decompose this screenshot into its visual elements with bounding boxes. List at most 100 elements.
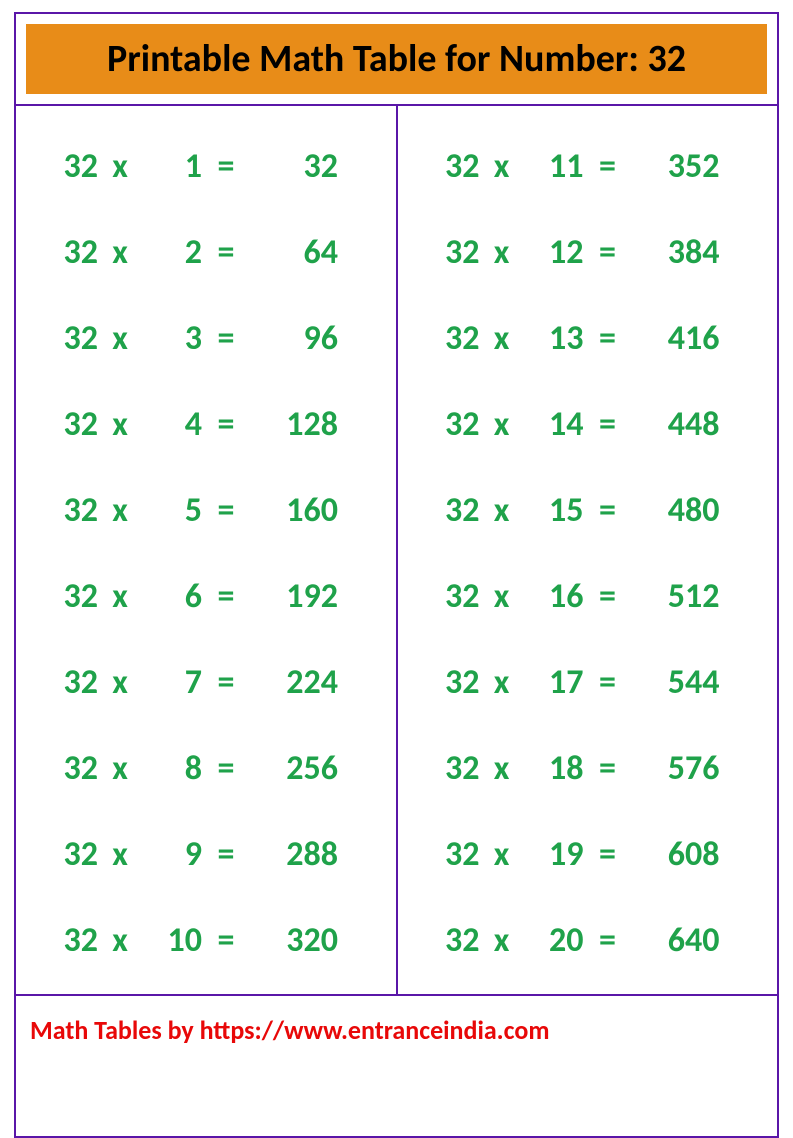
equals-symbol: = <box>202 236 250 270</box>
multiplicand: 32 <box>44 322 98 356</box>
multiplicand: 32 <box>426 150 480 184</box>
multiplier: 12 <box>524 236 584 270</box>
equals-symbol: = <box>202 322 250 356</box>
multiplicand: 32 <box>426 236 480 270</box>
table-row: 32x15=480 <box>426 494 756 528</box>
multiplier: 15 <box>524 494 584 528</box>
table-row: 32x7=224 <box>44 666 374 700</box>
equals-symbol: = <box>202 666 250 700</box>
product: 256 <box>250 752 338 786</box>
times-symbol: x <box>98 236 142 270</box>
multiplicand: 32 <box>426 580 480 614</box>
product: 288 <box>250 838 338 872</box>
times-symbol: x <box>480 580 524 614</box>
table-row: 32x11=352 <box>426 150 756 184</box>
table-row: 32x5=160 <box>44 494 374 528</box>
table-row: 32x17=544 <box>426 666 756 700</box>
table-row: 32x20=640 <box>426 924 756 958</box>
product: 480 <box>632 494 720 528</box>
multiplier: 2 <box>142 236 202 270</box>
times-symbol: x <box>98 666 142 700</box>
multiplier: 19 <box>524 838 584 872</box>
equals-symbol: = <box>584 838 632 872</box>
multiplicand: 32 <box>44 924 98 958</box>
product: 224 <box>250 666 338 700</box>
table-columns-container: 32x1=3232x2=6432x3=9632x4=12832x5=16032x… <box>16 104 777 996</box>
times-symbol: x <box>480 322 524 356</box>
product: 192 <box>250 580 338 614</box>
product: 576 <box>632 752 720 786</box>
multiplier: 1 <box>142 150 202 184</box>
multiplicand: 32 <box>44 494 98 528</box>
equals-symbol: = <box>584 322 632 356</box>
equals-symbol: = <box>202 752 250 786</box>
equals-symbol: = <box>584 236 632 270</box>
equals-symbol: = <box>584 924 632 958</box>
times-symbol: x <box>480 150 524 184</box>
times-symbol: x <box>98 580 142 614</box>
multiplier: 20 <box>524 924 584 958</box>
times-symbol: x <box>480 752 524 786</box>
times-symbol: x <box>98 408 142 442</box>
times-symbol: x <box>98 924 142 958</box>
times-symbol: x <box>98 150 142 184</box>
table-row: 32x13=416 <box>426 322 756 356</box>
product: 128 <box>250 408 338 442</box>
multiplicand: 32 <box>426 322 480 356</box>
product: 384 <box>632 236 720 270</box>
equals-symbol: = <box>584 752 632 786</box>
table-column-right: 32x11=35232x12=38432x13=41632x14=44832x1… <box>398 106 778 994</box>
multiplicand: 32 <box>426 666 480 700</box>
product: 160 <box>250 494 338 528</box>
times-symbol: x <box>98 322 142 356</box>
table-row: 32x14=448 <box>426 408 756 442</box>
times-symbol: x <box>480 408 524 442</box>
equals-symbol: = <box>202 838 250 872</box>
product: 448 <box>632 408 720 442</box>
product: 416 <box>632 322 720 356</box>
multiplicand: 32 <box>426 408 480 442</box>
multiplier: 18 <box>524 752 584 786</box>
footer-attribution: Math Tables by https://www.entranceindia… <box>16 996 777 1136</box>
table-row: 32x18=576 <box>426 752 756 786</box>
multiplicand: 32 <box>44 236 98 270</box>
table-row: 32x6=192 <box>44 580 374 614</box>
multiplier: 14 <box>524 408 584 442</box>
table-column-left: 32x1=3232x2=6432x3=9632x4=12832x5=16032x… <box>16 106 398 994</box>
table-row: 32x2=64 <box>44 236 374 270</box>
times-symbol: x <box>98 494 142 528</box>
multiplicand: 32 <box>44 838 98 872</box>
math-table-card: Printable Math Table for Number: 32 32x1… <box>14 12 779 1138</box>
table-row: 32x1=32 <box>44 150 374 184</box>
multiplier: 17 <box>524 666 584 700</box>
times-symbol: x <box>480 236 524 270</box>
equals-symbol: = <box>202 580 250 614</box>
equals-symbol: = <box>584 408 632 442</box>
multiplier: 10 <box>142 924 202 958</box>
product: 96 <box>250 322 338 356</box>
equals-symbol: = <box>202 408 250 442</box>
times-symbol: x <box>480 494 524 528</box>
equals-symbol: = <box>202 494 250 528</box>
product: 352 <box>632 150 720 184</box>
multiplicand: 32 <box>426 752 480 786</box>
equals-symbol: = <box>584 494 632 528</box>
times-symbol: x <box>480 666 524 700</box>
product: 512 <box>632 580 720 614</box>
equals-symbol: = <box>584 150 632 184</box>
table-row: 32x16=512 <box>426 580 756 614</box>
equals-symbol: = <box>202 924 250 958</box>
multiplier: 9 <box>142 838 202 872</box>
multiplier: 16 <box>524 580 584 614</box>
product: 608 <box>632 838 720 872</box>
multiplier: 7 <box>142 666 202 700</box>
multiplicand: 32 <box>426 924 480 958</box>
product: 320 <box>250 924 338 958</box>
multiplicand: 32 <box>44 408 98 442</box>
product: 64 <box>250 236 338 270</box>
times-symbol: x <box>480 924 524 958</box>
multiplicand: 32 <box>426 494 480 528</box>
equals-symbol: = <box>202 150 250 184</box>
table-row: 32x4=128 <box>44 408 374 442</box>
multiplicand: 32 <box>44 752 98 786</box>
